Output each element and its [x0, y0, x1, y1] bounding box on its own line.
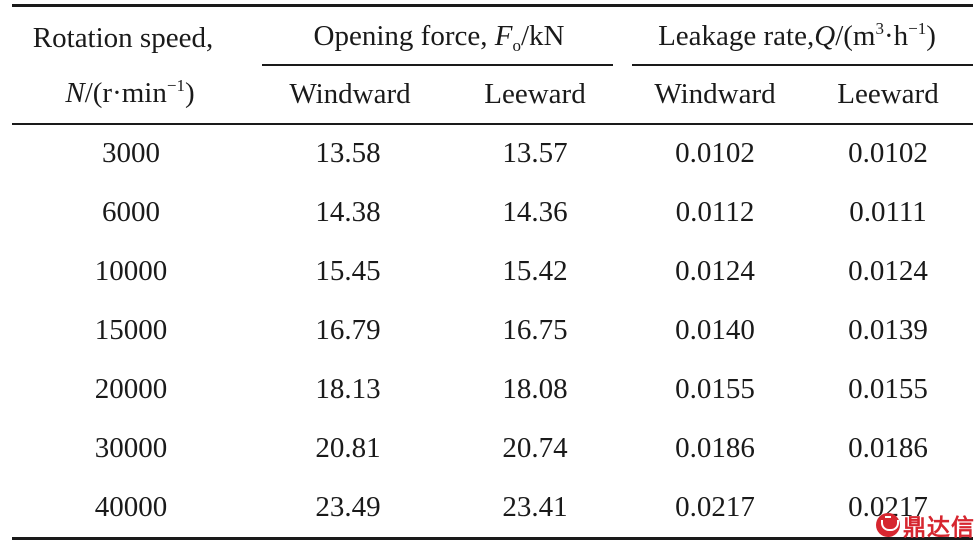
- leakage-unit-exponent-1: 3: [875, 19, 884, 38]
- cell-speed: 40000: [94, 491, 168, 523]
- subheader-leak-leeward: Leeward: [837, 78, 939, 110]
- header-bottom-rule: [12, 123, 973, 125]
- leakage-unit-exponent-2: −1: [908, 19, 927, 38]
- cell-leak-windward: 0.0186: [675, 432, 755, 464]
- leakage-rate-symbol: Q: [814, 20, 836, 52]
- cell-speed: 15000: [94, 314, 168, 346]
- cell-force-windward: 13.58: [315, 137, 381, 169]
- watermark-logo-icon: [876, 513, 900, 537]
- cell-force-windward: 20.81: [315, 432, 381, 464]
- cell-leak-windward: 0.0124: [675, 255, 755, 287]
- subheader-force-leeward: Leeward: [484, 78, 586, 110]
- cell-leak-windward: 0.0217: [675, 491, 755, 523]
- cell-force-leeward: 23.41: [502, 491, 568, 523]
- cell-leak-leeward: 0.0155: [848, 373, 928, 405]
- cell-force-windward: 16.79: [315, 314, 381, 346]
- subheader-force-windward: Windward: [289, 78, 411, 110]
- table-bottom-rule: [12, 537, 973, 540]
- header-rotation-speed: Rotation speed,: [33, 22, 213, 55]
- cell-leak-leeward: 0.0139: [848, 314, 928, 346]
- leakage-unit-mid: ·h: [883, 20, 909, 52]
- cell-speed: 30000: [94, 432, 168, 464]
- header-leakage-rate: Leakage rate,Q/(m3·h−1): [658, 20, 936, 53]
- opening-force-group-rule: [262, 64, 613, 66]
- opening-force-label: Opening force,: [313, 20, 495, 52]
- cell-force-windward: 18.13: [315, 373, 381, 405]
- rotation-unit-close: ): [184, 77, 195, 109]
- opening-force-subscript: o: [512, 36, 521, 55]
- cell-leak-leeward: 0.0124: [848, 255, 928, 287]
- cell-speed: 20000: [94, 373, 168, 405]
- cell-force-leeward: 16.75: [502, 314, 568, 346]
- cell-force-windward: 23.49: [315, 491, 381, 523]
- leakage-rate-group-rule: [632, 64, 973, 66]
- cell-force-leeward: 20.74: [502, 432, 568, 464]
- cell-leak-windward: 0.0102: [675, 137, 755, 169]
- leakage-unit-close: ): [926, 20, 936, 52]
- cell-force-leeward: 13.57: [502, 137, 568, 169]
- header-opening-force: Opening force, Fo/kN: [313, 20, 565, 55]
- cell-speed: 10000: [94, 255, 168, 287]
- cell-leak-leeward: 0.0102: [848, 137, 928, 169]
- cell-leak-windward: 0.0140: [675, 314, 755, 346]
- leakage-unit-base: /(m: [835, 20, 876, 52]
- cell-speed: 3000: [102, 137, 160, 169]
- cell-speed: 6000: [102, 196, 160, 228]
- cell-leak-windward: 0.0155: [675, 373, 755, 405]
- cell-force-windward: 14.38: [315, 196, 381, 228]
- rotation-symbol: N: [65, 77, 85, 109]
- header-rotation-speed-label: Rotation speed,: [32, 22, 214, 54]
- leakage-rate-label: Leakage rate,: [658, 20, 815, 52]
- rotation-unit-base: /(r·min: [84, 77, 167, 109]
- cell-force-leeward: 15.42: [502, 255, 568, 287]
- watermark-text: 鼎达信: [903, 515, 975, 541]
- cell-force-windward: 15.45: [315, 255, 381, 287]
- header-rotation-speed-unit: N/(r·min−1): [65, 77, 194, 110]
- cell-leak-leeward: 0.0111: [849, 196, 927, 228]
- cell-force-leeward: 14.36: [502, 196, 568, 228]
- watermark: 鼎达信: [876, 510, 975, 541]
- subheader-leak-windward: Windward: [654, 78, 776, 110]
- opening-force-symbol: F: [494, 20, 513, 52]
- opening-force-unit: /kN: [520, 20, 565, 52]
- table-top-rule: [12, 4, 973, 7]
- cell-leak-leeward: 0.0186: [848, 432, 928, 464]
- cell-leak-windward: 0.0112: [675, 196, 755, 228]
- cell-force-leeward: 18.08: [502, 373, 568, 405]
- rotation-unit-exponent: −1: [166, 76, 185, 95]
